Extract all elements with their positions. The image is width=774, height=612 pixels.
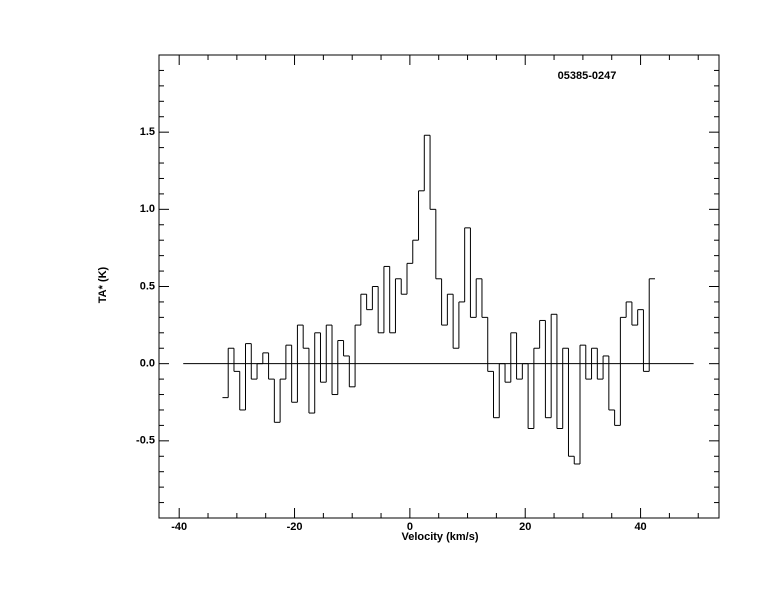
y-axis-label: TA* (K) <box>97 266 109 303</box>
x-tick-label: 40 <box>634 521 646 533</box>
x-axis-label: Velocity (km/s) <box>401 531 478 543</box>
x-tick-label: 20 <box>519 521 531 533</box>
x-tick-label: -40 <box>171 521 187 533</box>
x-tick-label: 0 <box>407 521 413 533</box>
y-tick-label: 1.5 <box>140 126 155 138</box>
y-tick-label: 0.5 <box>140 280 155 292</box>
x-tick-label: -20 <box>287 521 303 533</box>
y-tick-label: -0.5 <box>136 435 155 447</box>
annotation: 05385-0247 <box>558 70 617 82</box>
y-tick-label: 1.0 <box>140 203 155 215</box>
plot-frame <box>158 54 720 519</box>
y-tick-label: 0.0 <box>140 358 155 370</box>
